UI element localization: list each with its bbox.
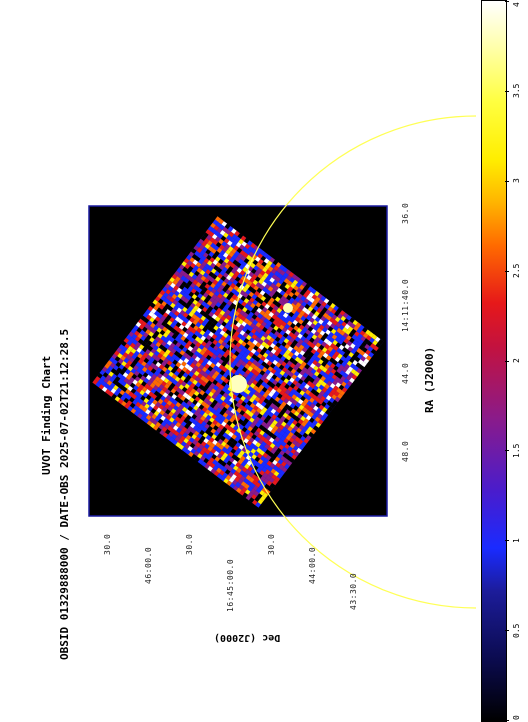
colorbar-tick-label: 0.5	[512, 623, 521, 638]
dec-tick-label: 30.0	[185, 533, 194, 555]
colorbar-tick-label: 4	[512, 2, 521, 7]
colorbar-tick	[505, 720, 509, 721]
colorbar-tick	[505, 1, 509, 2]
ra-tick-label: 36.0	[401, 202, 410, 224]
colorbar-tick	[505, 360, 509, 362]
colorbar-tick-label: 3	[512, 178, 521, 184]
colorbar-tick-label: 1	[512, 537, 521, 543]
chart-subtitle: OBSID 01329888000 / DATE-OBS 2025-07-02T…	[58, 328, 71, 660]
region-circle	[229, 115, 477, 609]
dec-tick-label: 44:00.0	[308, 546, 317, 584]
ra-tick-label: 14:11:40.0	[401, 278, 410, 332]
colorbar-tick	[505, 630, 509, 632]
chart-title: UVOT Finding Chart	[40, 355, 53, 475]
colorbar-tick	[505, 270, 509, 272]
colorbar-tick	[505, 450, 509, 452]
dec-tick-label: 30.0	[103, 533, 112, 555]
dec-axis-label: Dec (J2000)	[214, 632, 281, 643]
colorbar-tick-label: 2.5	[512, 263, 521, 279]
colorbar-tick-label: 0	[512, 715, 521, 720]
ra-tick-label: 48.0	[401, 440, 410, 462]
colorbar	[481, 0, 507, 722]
colorbar-tick-label: 3.5	[512, 83, 521, 99]
colorbar-tick-label: 2	[512, 358, 521, 363]
ra-axis-label: RA (J2000)	[423, 346, 436, 413]
colorbar-tick-label: 1.5	[512, 443, 521, 458]
ra-tick-label: 44.0	[401, 362, 410, 384]
dec-tick-label: 43:30.0	[349, 572, 358, 610]
colorbar-tick	[505, 180, 509, 182]
image-pixels	[92, 216, 384, 508]
secondary-source	[283, 303, 293, 313]
bright-source	[229, 375, 247, 393]
dec-tick-label: 30.0	[267, 533, 276, 555]
colorbar-tick	[505, 90, 509, 92]
colorbar-tick	[505, 540, 509, 542]
dec-tick-label: 46:00.0	[144, 546, 153, 584]
dec-tick-label: 16:45:00.0	[226, 558, 235, 612]
